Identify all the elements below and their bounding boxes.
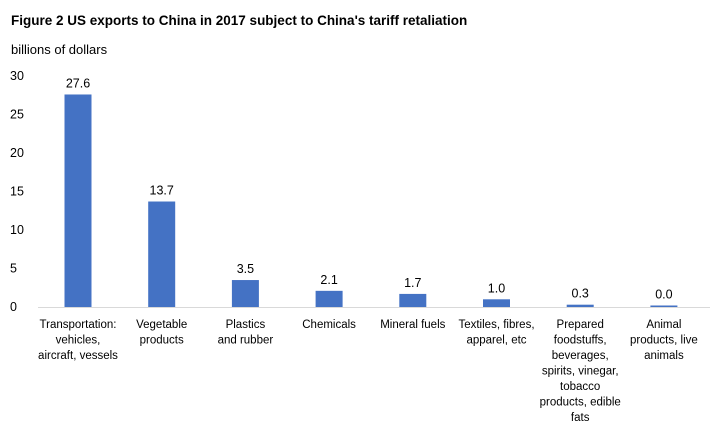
chart-title: Figure 2 US exports to China in 2017 sub…: [11, 13, 468, 28]
category-label: spirits, vinegar,: [542, 366, 619, 378]
bar: [566, 304, 594, 307]
data-label: 27.6: [66, 76, 90, 90]
bar: [148, 201, 176, 307]
bar: [650, 305, 678, 307]
category-label: products, edible: [540, 397, 621, 409]
bar: [399, 293, 427, 307]
data-label: 2.1: [320, 273, 337, 287]
category-label: tobacco: [560, 381, 600, 393]
category-label: Textiles, fibres,: [458, 319, 534, 331]
y-tick-label: 10: [10, 223, 24, 237]
category-label: foodstuffs,: [554, 335, 607, 347]
y-tick-label: 25: [10, 108, 24, 122]
data-label: 0.3: [572, 287, 589, 301]
category-label: Chemicals: [302, 319, 356, 331]
category-label: aircraft, vessels: [38, 350, 118, 362]
y-tick-label: 5: [10, 262, 17, 276]
data-label: 1.0: [488, 281, 505, 295]
y-tick-label: 20: [10, 146, 24, 160]
category-label: apparel, etc: [466, 335, 526, 347]
category-label: animals: [644, 350, 684, 362]
category-label: Mineral fuels: [380, 319, 445, 331]
bar: [483, 299, 510, 307]
y-axis-label: billions of dollars: [11, 42, 108, 57]
category-label: vehicles,: [56, 335, 101, 347]
data-label: 1.7: [404, 276, 421, 290]
bar: [64, 94, 92, 307]
category-label: and rubber: [218, 335, 274, 347]
category-label: fats: [571, 412, 590, 424]
category-label: Prepared: [557, 319, 604, 331]
category-label: products: [140, 335, 184, 347]
bar: [315, 290, 343, 307]
category-label: Plastics: [226, 319, 266, 331]
category-label: Animal: [646, 319, 681, 331]
y-tick-label: 0: [10, 300, 17, 314]
data-label: 3.5: [237, 262, 254, 276]
bar: [231, 280, 259, 307]
y-tick-label: 15: [10, 185, 24, 199]
data-label: 13.7: [150, 184, 174, 198]
category-label: Vegetable: [136, 319, 187, 331]
data-label: 0.0: [655, 288, 672, 302]
category-label: beverages,: [552, 350, 609, 362]
category-label: Transportation:: [40, 319, 117, 331]
y-tick-label: 30: [10, 69, 24, 83]
category-label: products, live: [630, 335, 698, 347]
